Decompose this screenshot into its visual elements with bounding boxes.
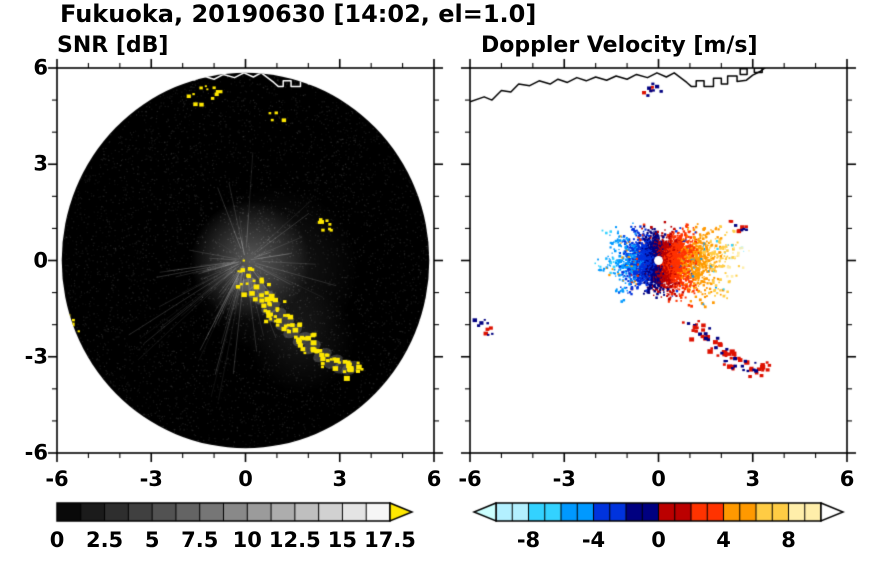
x-axis-tick-label: 3: [332, 467, 348, 491]
snr-colorbar-tick-label: 2.5: [85, 528, 124, 552]
snr-colorbar-tick-label: 15: [327, 528, 358, 552]
y-axis-tick-label: -3: [24, 344, 48, 369]
x-axis-tick-label: -3: [139, 467, 163, 491]
y-axis-tick-label: 6: [33, 55, 48, 80]
y-axis-tick-label: -6: [24, 440, 48, 465]
x-axis-tick-label: 6: [426, 467, 442, 491]
x-axis-tick-label: 3: [745, 467, 761, 491]
snr-colorbar-tick-label: 7.5: [181, 528, 219, 552]
snr-colorbar-tick-label: 17.5: [364, 528, 416, 552]
doppler-panel-title: Doppler Velocity [m/s]: [481, 33, 758, 58]
snr-colorbar-tick-label: 12.5: [268, 528, 321, 552]
x-axis-tick-label: -6: [45, 467, 69, 491]
x-axis-tick-label: 0: [238, 467, 253, 491]
doppler-colorbar-tick-label: 8: [781, 528, 796, 552]
y-axis-tick-label: 0: [33, 247, 48, 272]
snr-colorbar-tick-label: 0: [49, 528, 65, 552]
figure-title: Fukuoka, 20190630 [14:02, el=1.0]: [60, 0, 537, 28]
snr-colorbar-tick-label: 10: [232, 528, 262, 552]
snr-colorbar-tick-label: 5: [144, 528, 160, 552]
y-axis-tick-label: 3: [33, 151, 48, 176]
snr-panel-title: SNR [dB]: [57, 33, 169, 58]
doppler-colorbar-tick-label: -4: [581, 528, 606, 552]
doppler-colorbar-tick-label: 0: [651, 528, 666, 552]
doppler-colorbar-tick-label: -8: [516, 528, 541, 552]
x-axis-tick-label: -3: [552, 467, 576, 491]
x-axis-tick-label: 6: [839, 467, 855, 491]
x-axis-tick-label: -6: [458, 467, 482, 491]
x-axis-tick-label: 0: [651, 467, 666, 491]
doppler-colorbar-tick-label: 4: [716, 528, 731, 552]
